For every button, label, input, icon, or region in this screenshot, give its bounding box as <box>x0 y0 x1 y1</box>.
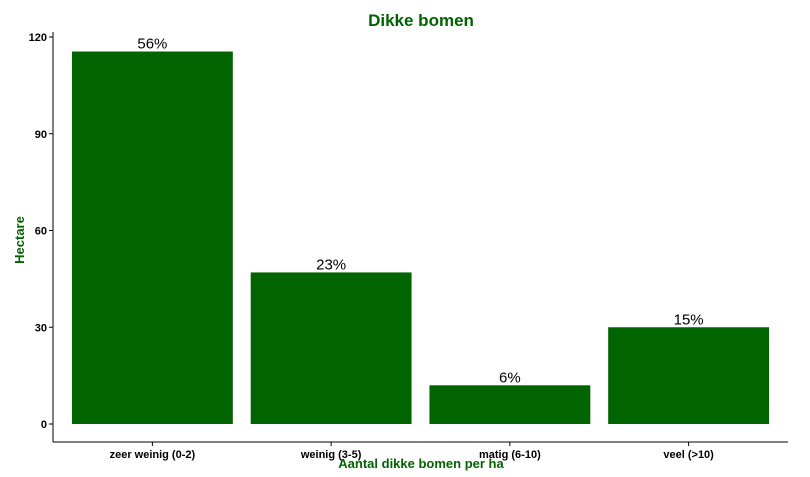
data-labels: 56% 23% 6% 15% <box>137 36 703 387</box>
y-tick-label: 30 <box>35 322 47 334</box>
bar-4 <box>608 327 770 424</box>
x-tick-label: matig (6-10) <box>479 449 541 461</box>
y-tick-label: 120 <box>29 32 47 44</box>
y-axis-title: Hectare <box>12 216 27 264</box>
y-axis: 0 30 60 90 120 <box>29 32 54 442</box>
bar-2 <box>250 272 412 424</box>
y-tick-label: 90 <box>35 129 47 141</box>
x-axis: zeer weinig (0-2) weinig (3-5) matig (6-10… <box>53 441 788 461</box>
data-label: 23% <box>316 256 346 273</box>
chart-title: Dikke bomen <box>368 11 474 30</box>
y-tick-label: 60 <box>35 226 47 238</box>
x-tick-label: veel (>10) <box>663 449 714 461</box>
x-axis-title: Aantal dikke bomen per ha <box>338 456 504 471</box>
bars <box>71 51 770 424</box>
bar-3 <box>429 385 591 424</box>
data-label: 56% <box>137 36 167 53</box>
bar-1 <box>71 51 233 424</box>
data-label: 6% <box>499 369 521 386</box>
x-tick-label: zeer weinig (0-2) <box>110 449 196 461</box>
data-label: 15% <box>674 311 704 328</box>
y-tick-label: 0 <box>41 419 47 431</box>
x-tick-label: weinig (3-5) <box>300 449 362 461</box>
